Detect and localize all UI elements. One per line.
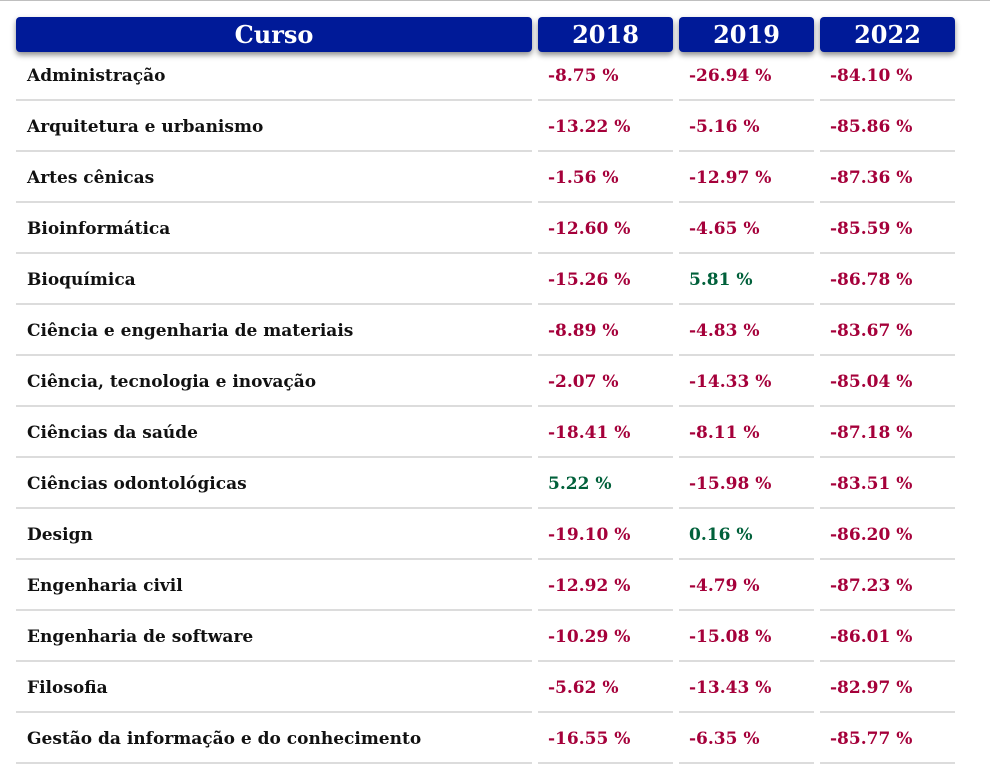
course-name: Engenharia civil	[16, 562, 532, 611]
course-name: Engenharia de software	[16, 613, 532, 662]
table-header: Curso 2018 2019 2022	[16, 17, 955, 52]
value-2018: -13.22 %	[538, 103, 673, 152]
course-name: Administração	[16, 52, 532, 101]
value-2018: -18.41 %	[538, 409, 673, 458]
value-2022: -86.78 %	[820, 256, 955, 305]
value-2019: -5.16 %	[679, 103, 814, 152]
table-row: Ciências odontológicas 5.22 % -15.98 % -83.…	[16, 460, 955, 511]
course-name: Design	[16, 511, 532, 560]
value-2019: 5.81 %	[679, 256, 814, 305]
variation-table: Curso 2018 2019 2022 Administração -8.75 …	[16, 17, 955, 766]
course-name: Bioinformática	[16, 205, 532, 254]
top-divider	[0, 0, 990, 1]
value-2018: -8.75 %	[538, 52, 673, 101]
value-2018: -16.55 %	[538, 715, 673, 764]
value-2022: -85.04 %	[820, 358, 955, 407]
course-name: Arquitetura e urbanismo	[16, 103, 532, 152]
value-2018: -15.26 %	[538, 256, 673, 305]
value-2019: -15.98 %	[679, 460, 814, 509]
value-2018: -12.60 %	[538, 205, 673, 254]
value-2022: -87.36 %	[820, 154, 955, 203]
value-2022: -85.86 %	[820, 103, 955, 152]
value-2019: -8.11 %	[679, 409, 814, 458]
table-row: Administração -8.75 % -26.94 % -84.10 %	[16, 52, 955, 103]
value-2019: -15.08 %	[679, 613, 814, 662]
course-name: Ciências da saúde	[16, 409, 532, 458]
value-2019: -12.97 %	[679, 154, 814, 203]
value-2022: -86.01 %	[820, 613, 955, 662]
table-row: Ciência, tecnologia e inovação -2.07 % -14…	[16, 358, 955, 409]
table-row: Design -19.10 % 0.16 % -86.20 %	[16, 511, 955, 562]
value-2019: -6.35 %	[679, 715, 814, 764]
value-2022: -87.23 %	[820, 562, 955, 611]
table-row: Gestão da informação e do conhecimento -1…	[16, 715, 955, 766]
value-2022: -87.18 %	[820, 409, 955, 458]
course-name: Ciência, tecnologia e inovação	[16, 358, 532, 407]
table-row: Bioquímica -15.26 % 5.81 % -86.78 %	[16, 256, 955, 307]
course-name: Filosofia	[16, 664, 532, 713]
value-2018: -10.29 %	[538, 613, 673, 662]
value-2018: -2.07 %	[538, 358, 673, 407]
value-2018: -5.62 %	[538, 664, 673, 713]
table-body: Administração -8.75 % -26.94 % -84.10 % Arqu…	[16, 52, 955, 766]
table-row: Arquitetura e urbanismo -13.22 % -5.16 % -8…	[16, 103, 955, 154]
value-2019: -4.83 %	[679, 307, 814, 356]
value-2019: 0.16 %	[679, 511, 814, 560]
course-name: Ciência e engenharia de materiais	[16, 307, 532, 356]
value-2018: -8.89 %	[538, 307, 673, 356]
value-2022: -84.10 %	[820, 52, 955, 101]
course-name: Bioquímica	[16, 256, 532, 305]
value-2019: -4.65 %	[679, 205, 814, 254]
header-2022[interactable]: 2022	[820, 17, 955, 52]
value-2022: -83.51 %	[820, 460, 955, 509]
value-2022: -83.67 %	[820, 307, 955, 356]
course-name: Gestão da informação e do conhecimento	[16, 715, 532, 764]
table-row: Ciência e engenharia de materiais -8.89 %…	[16, 307, 955, 358]
table-row: Engenharia civil -12.92 % -4.79 % -87.23 %	[16, 562, 955, 613]
value-2018: -1.56 %	[538, 154, 673, 203]
table-row: Ciências da saúde -18.41 % -8.11 % -87.18 %	[16, 409, 955, 460]
course-name: Ciências odontológicas	[16, 460, 532, 509]
header-2018[interactable]: 2018	[538, 17, 673, 52]
value-2019: -13.43 %	[679, 664, 814, 713]
value-2018: -12.92 %	[538, 562, 673, 611]
course-name: Artes cênicas	[16, 154, 532, 203]
table-row: Bioinformática -12.60 % -4.65 % -85.59 %	[16, 205, 955, 256]
value-2019: -14.33 %	[679, 358, 814, 407]
table-row: Artes cênicas -1.56 % -12.97 % -87.36 %	[16, 154, 955, 205]
value-2022: -82.97 %	[820, 664, 955, 713]
value-2019: -26.94 %	[679, 52, 814, 101]
header-course[interactable]: Curso	[16, 17, 532, 52]
header-2019[interactable]: 2019	[679, 17, 814, 52]
value-2022: -85.77 %	[820, 715, 955, 764]
value-2022: -85.59 %	[820, 205, 955, 254]
value-2019: -4.79 %	[679, 562, 814, 611]
table-row: Engenharia de software -10.29 % -15.08 % -8…	[16, 613, 955, 664]
value-2022: -86.20 %	[820, 511, 955, 560]
table-row: Filosofia -5.62 % -13.43 % -82.97 %	[16, 664, 955, 715]
value-2018: -19.10 %	[538, 511, 673, 560]
value-2018: 5.22 %	[538, 460, 673, 509]
